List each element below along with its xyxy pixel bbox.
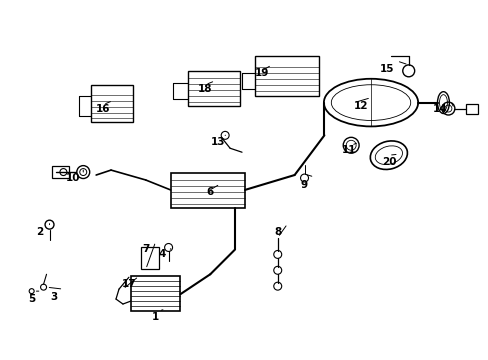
Text: 20: 20: [381, 157, 395, 167]
Text: 3: 3: [50, 292, 57, 302]
Bar: [254, 56, 319, 96]
Text: 12: 12: [353, 100, 367, 111]
Text: 8: 8: [274, 226, 281, 237]
Text: 2: 2: [36, 226, 43, 237]
Text: 13: 13: [210, 137, 225, 147]
Bar: [466, 104, 477, 113]
Text: 4: 4: [159, 249, 166, 260]
Text: 9: 9: [300, 180, 307, 190]
Text: 18: 18: [198, 84, 212, 94]
Bar: [131, 276, 180, 311]
Text: 10: 10: [66, 173, 81, 183]
Text: 15: 15: [379, 64, 393, 74]
Bar: [188, 71, 240, 105]
Text: 6: 6: [206, 187, 213, 197]
Bar: [141, 247, 158, 269]
Text: 14: 14: [432, 104, 447, 113]
Text: 17: 17: [122, 279, 136, 289]
Text: 1: 1: [152, 312, 159, 322]
Text: 5: 5: [28, 294, 35, 304]
Text: 16: 16: [96, 104, 110, 113]
Text: 11: 11: [341, 145, 356, 155]
Bar: [170, 173, 244, 208]
Text: 19: 19: [254, 68, 268, 78]
Text: 7: 7: [142, 244, 149, 255]
Bar: [91, 85, 133, 122]
Bar: [51, 166, 69, 178]
